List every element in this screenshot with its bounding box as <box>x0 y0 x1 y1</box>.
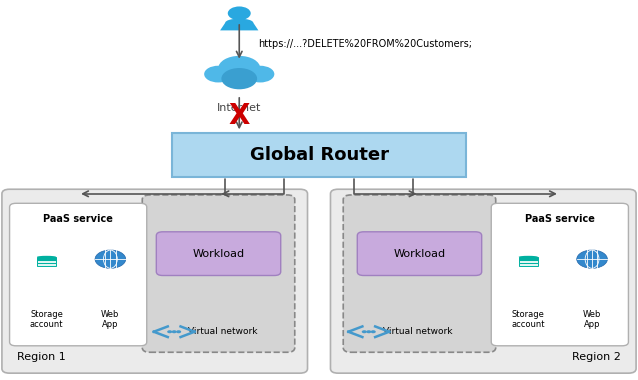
Ellipse shape <box>211 69 268 83</box>
Bar <box>37 260 56 263</box>
FancyBboxPatch shape <box>491 203 628 346</box>
Circle shape <box>246 66 274 82</box>
FancyBboxPatch shape <box>343 195 496 352</box>
FancyBboxPatch shape <box>10 203 147 346</box>
Ellipse shape <box>225 19 253 27</box>
Circle shape <box>176 330 181 333</box>
Ellipse shape <box>519 256 538 258</box>
Circle shape <box>218 56 260 81</box>
Polygon shape <box>220 23 258 30</box>
Text: Virtual network: Virtual network <box>383 327 452 336</box>
Circle shape <box>371 330 376 333</box>
Text: Virtual network: Virtual network <box>188 327 258 336</box>
FancyBboxPatch shape <box>156 232 281 276</box>
Bar <box>519 260 538 263</box>
Circle shape <box>366 330 371 333</box>
Text: Storage
account: Storage account <box>30 310 63 329</box>
Text: Region 1: Region 1 <box>17 352 66 362</box>
Bar <box>37 257 56 260</box>
Text: https://...?DELETE%20FROM%20Customers;: https://...?DELETE%20FROM%20Customers; <box>258 39 472 49</box>
Text: Storage
account: Storage account <box>512 310 545 329</box>
Circle shape <box>172 330 177 333</box>
Circle shape <box>228 6 251 20</box>
Circle shape <box>362 330 367 333</box>
Ellipse shape <box>37 256 56 258</box>
FancyBboxPatch shape <box>330 189 636 373</box>
Text: Web
App: Web App <box>101 310 119 329</box>
Bar <box>519 257 538 260</box>
Text: X: X <box>228 102 250 130</box>
Text: PaaS service: PaaS service <box>525 214 595 224</box>
Text: Region 2: Region 2 <box>572 352 621 362</box>
Circle shape <box>204 66 232 82</box>
Circle shape <box>167 330 172 333</box>
Circle shape <box>221 68 257 89</box>
Text: Workload: Workload <box>394 249 445 259</box>
Bar <box>172 133 466 177</box>
Circle shape <box>95 250 126 268</box>
FancyBboxPatch shape <box>357 232 482 276</box>
FancyBboxPatch shape <box>2 189 308 373</box>
Circle shape <box>577 250 607 268</box>
Text: Internet: Internet <box>217 103 262 112</box>
Bar <box>519 263 538 266</box>
Text: Global Router: Global Router <box>249 146 389 164</box>
Text: Workload: Workload <box>193 249 244 259</box>
Text: PaaS service: PaaS service <box>43 214 113 224</box>
Text: Web
App: Web App <box>583 310 601 329</box>
Bar <box>37 263 56 266</box>
FancyBboxPatch shape <box>142 195 295 352</box>
